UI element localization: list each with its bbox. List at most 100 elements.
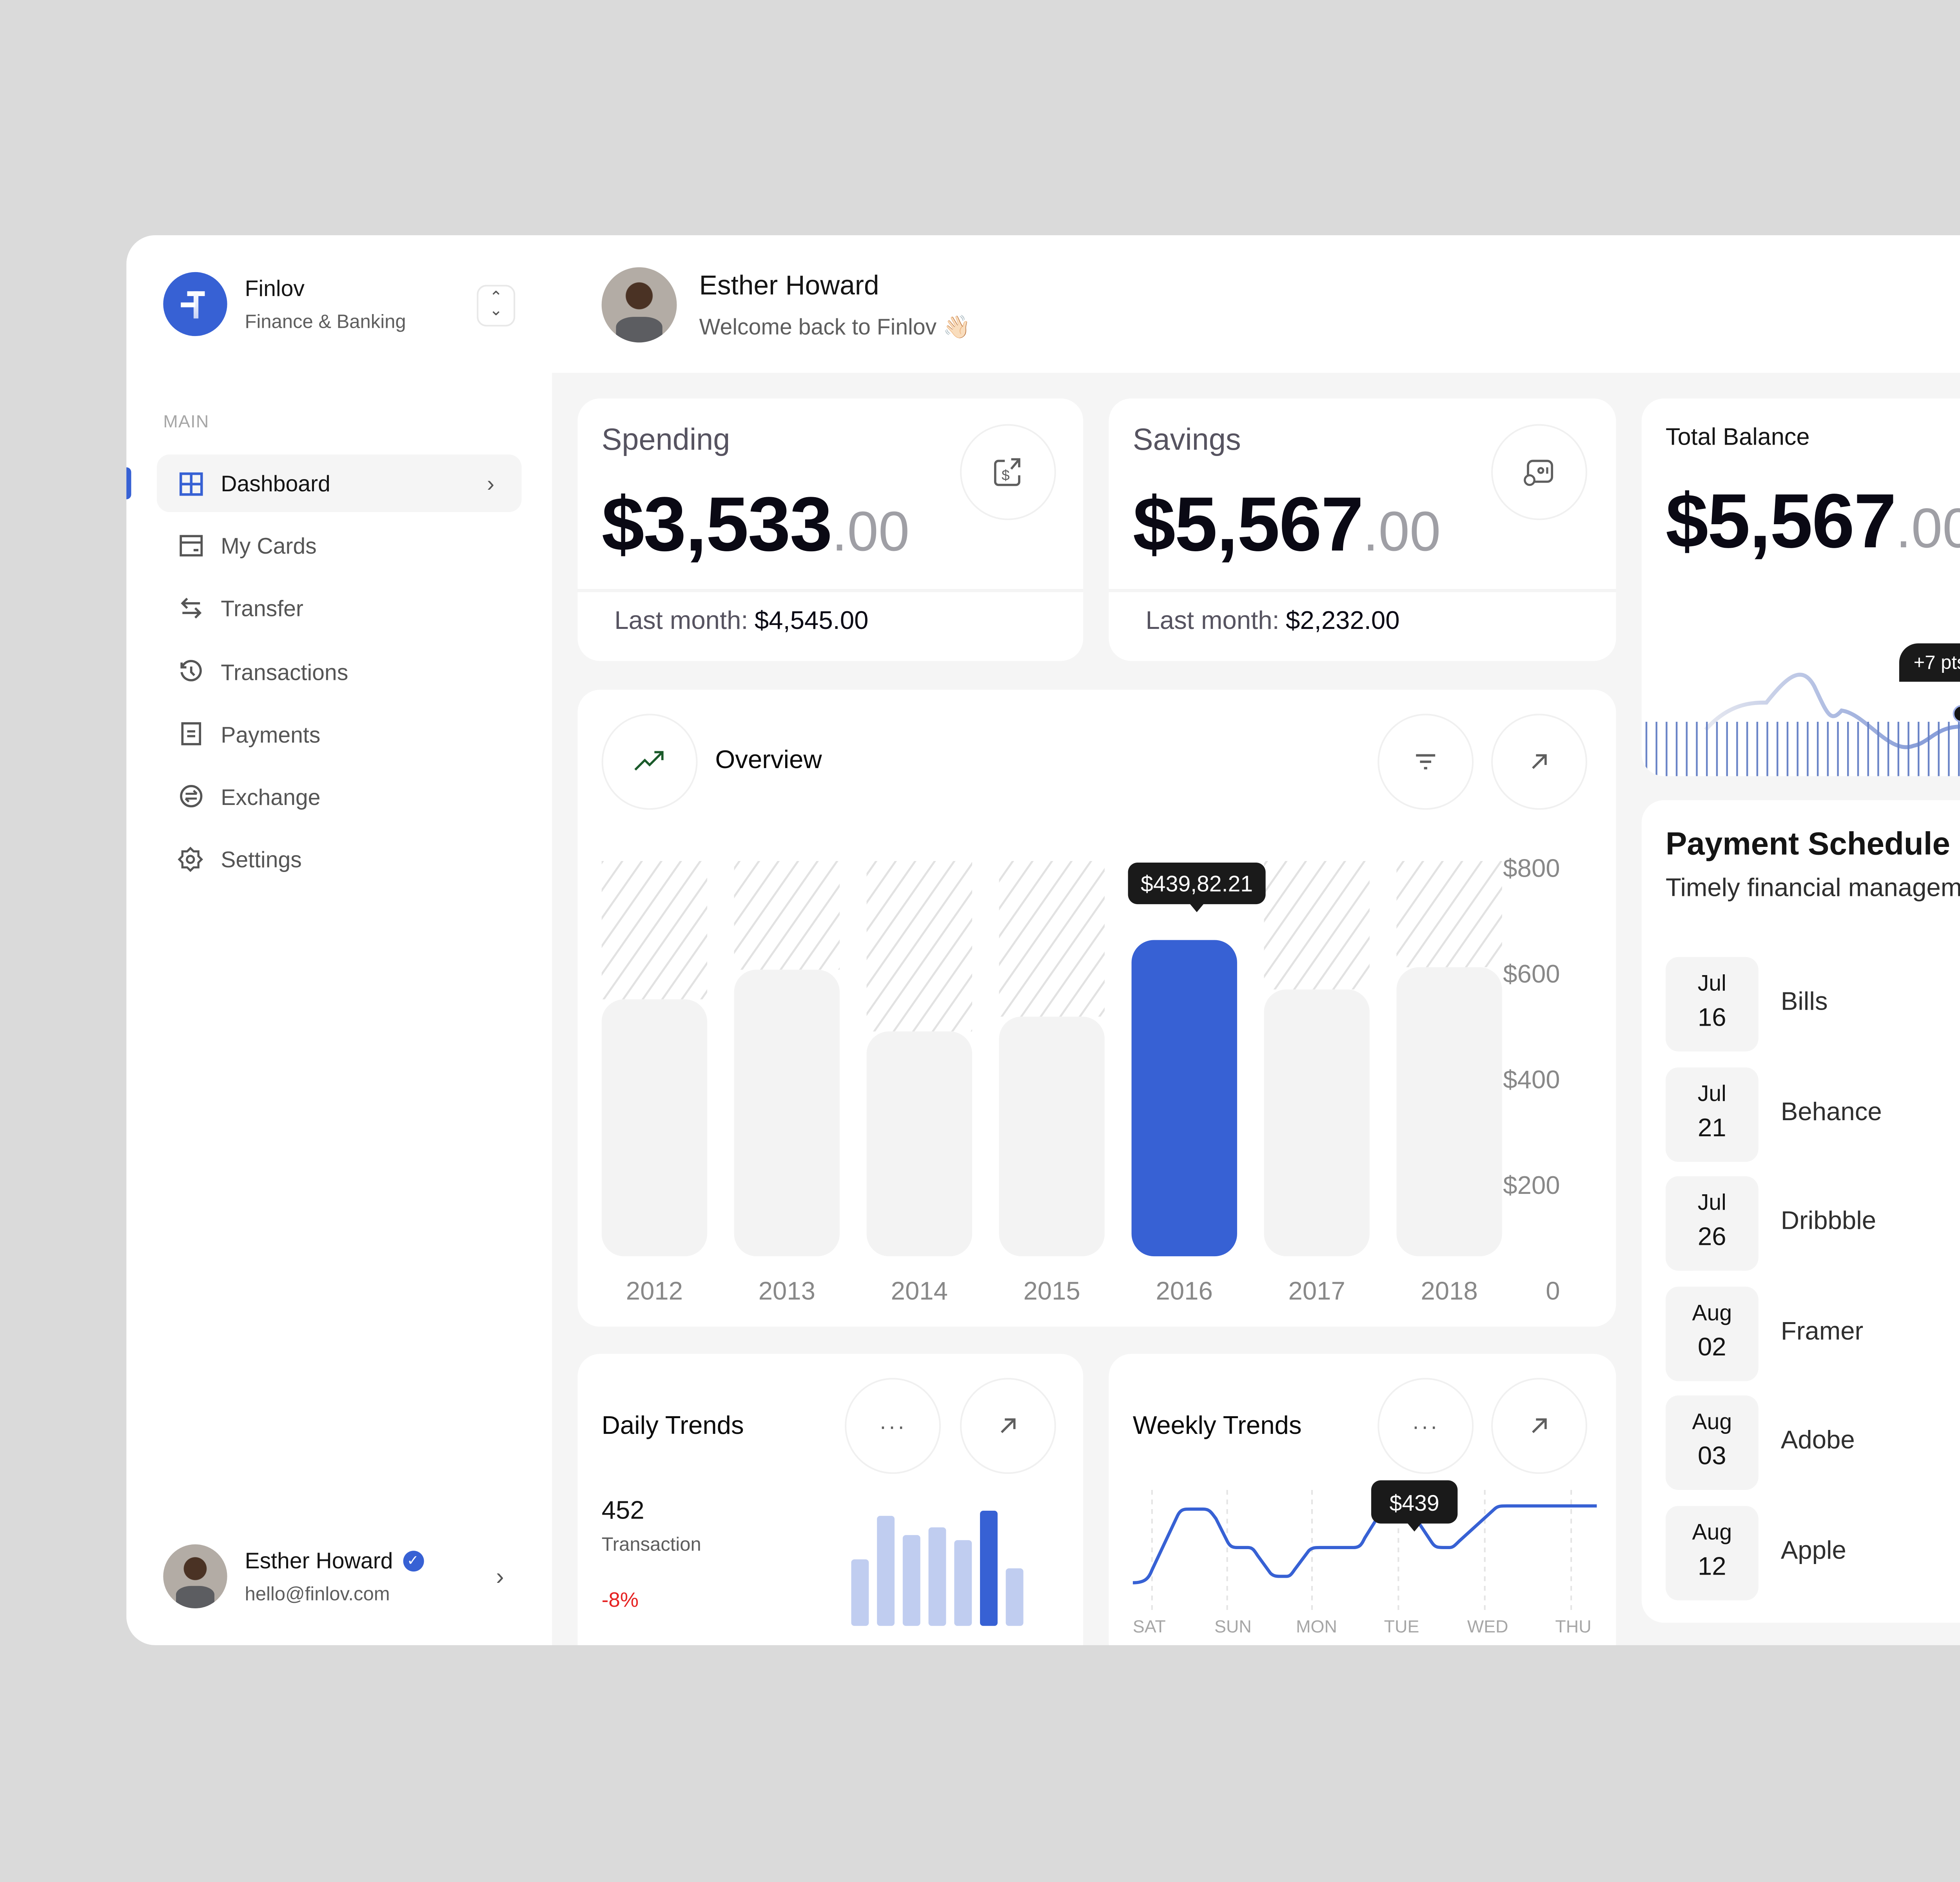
profile-name: Esther Howard (245, 1547, 393, 1573)
spending-action-button[interactable]: $ (960, 424, 1056, 520)
sidebar-item-transfer[interactable]: Transfer (157, 580, 522, 638)
daily-bar[interactable] (851, 1559, 869, 1626)
savings-last-month: Last month: $2,232.00 (1145, 608, 1400, 636)
savings-card: Savings $5,567.00 Last month: $2,232.00 (1109, 398, 1616, 661)
x-tick: 2013 (758, 1279, 815, 1306)
sidebar-item-transactions[interactable]: Transactions (157, 643, 522, 700)
user-greeting: Esther Howard Welcome back to Finlov 👋🏻 (601, 267, 971, 343)
payment-date: Jul 16 (1665, 957, 1759, 1052)
transaction-label: Transaction (601, 1533, 701, 1556)
payment-name: Bills (1780, 989, 1828, 1016)
dashboard-grid-icon (178, 470, 203, 496)
chevron-right-icon: › (487, 470, 495, 496)
payment-schedule-subtitle: Timely financial management (1665, 875, 1960, 903)
daily-expand-button[interactable] (960, 1378, 1056, 1474)
transaction-count: 452 (601, 1498, 644, 1525)
spending-amount: $3,533.00 (601, 483, 910, 568)
history-clock-icon (178, 659, 203, 684)
arrow-up-right-icon (1532, 754, 1547, 769)
divider (577, 589, 1083, 592)
sidebar-item-label: Payments (221, 721, 321, 747)
y-tick: $600 (1503, 962, 1560, 989)
x-tick: 2012 (626, 1279, 683, 1306)
bar-2018[interactable] (1396, 967, 1502, 1257)
workspace-switcher-button[interactable]: ⌃ ⌄ (477, 285, 515, 327)
weekly-tooltip: $439 (1371, 1480, 1458, 1532)
sidebar-item-dashboard[interactable]: Dashboard › (156, 454, 522, 512)
wallet-check-icon (1524, 460, 1553, 486)
payment-date: Aug 02 (1665, 1286, 1759, 1381)
filter-button[interactable] (1377, 714, 1474, 810)
sidebar: Finlov Finance & Banking ⌃ ⌄ MAIN Dashboa… (126, 235, 552, 1645)
bar-2016[interactable] (1131, 940, 1237, 1257)
balance-change-badge: +7 pts↗ (1899, 643, 1960, 682)
daily-trends-card: Daily Trends ··· 452 Transaction -8% (577, 1354, 1083, 1645)
overview-tooltip: $439,82.21 (1128, 862, 1266, 912)
y-tick: $400 (1503, 1067, 1560, 1095)
payment-name: Framer (1780, 1318, 1864, 1346)
daily-bar[interactable] (954, 1540, 972, 1626)
dollar-export-icon: $ (994, 458, 1020, 486)
sidebar-item-settings[interactable]: Settings (157, 831, 522, 888)
payment-name: Dribbble (1780, 1208, 1877, 1236)
profile-email: hello@finlov.com (245, 1582, 390, 1605)
arrow-up-right-icon (1532, 1418, 1547, 1433)
bar-2015[interactable] (999, 1016, 1105, 1257)
sidebar-item-payments[interactable]: Payments (157, 705, 522, 763)
transfer-arrows-icon (178, 596, 203, 621)
daily-more-button[interactable]: ··· (845, 1378, 941, 1474)
payment-name: Adobe (1780, 1428, 1855, 1455)
trend-up-icon (634, 751, 664, 771)
app-window: Finlov Finance & Banking ⌃ ⌄ MAIN Dashboa… (126, 235, 1960, 1645)
daily-bar[interactable] (902, 1535, 920, 1626)
avatar (163, 1544, 227, 1609)
sidebar-item-my-cards[interactable]: My Cards (157, 517, 522, 575)
y-tick: $800 (1503, 856, 1560, 884)
savings-action-button[interactable] (1491, 424, 1587, 520)
daily-trends-title: Daily Trends (601, 1413, 744, 1441)
brand-name: Finlov (245, 275, 305, 301)
sidebar-item-exchange[interactable]: Exchange (157, 768, 522, 826)
profile-card[interactable]: Esther Howard ✓ hello@finlov.com › (163, 1544, 515, 1609)
svg-text:$: $ (1002, 467, 1009, 483)
overview-expand-button[interactable] (1491, 714, 1587, 810)
overview-card: Overview $439,82.21 $800 $600 $400 $200 … (577, 690, 1616, 1327)
divider (1109, 589, 1616, 592)
payment-date: Jul 26 (1665, 1176, 1759, 1271)
overview-trend-button[interactable] (601, 714, 698, 810)
sidebar-item-label: Dashboard (221, 470, 330, 496)
x-tick: THU (1555, 1618, 1592, 1637)
sidebar-nav: Dashboard › My Cards Transfer Transactio… (156, 454, 522, 894)
bar-2014[interactable] (866, 1031, 972, 1257)
daily-bar[interactable] (1005, 1568, 1024, 1626)
spending-last-month: Last month: $4,545.00 (614, 608, 869, 636)
total-balance-label: Total Balance (1665, 424, 1810, 452)
gear-icon (178, 847, 203, 872)
x-tick: SUN (1214, 1618, 1252, 1637)
arrow-up-right-icon (1001, 1418, 1016, 1433)
total-balance-amount: $5,567.00 (1665, 480, 1960, 565)
welcome-message: Welcome back to Finlov 👋🏻 (699, 312, 971, 339)
chevron-down-icon: ⌄ (489, 302, 503, 320)
x-tick: 2018 (1421, 1279, 1478, 1306)
verified-badge-icon: ✓ (402, 1550, 423, 1571)
weekly-more-button[interactable]: ··· (1377, 1378, 1474, 1474)
bar-2012[interactable] (601, 999, 708, 1257)
daily-bar[interactable] (980, 1511, 998, 1626)
more-dots-icon: ··· (879, 1413, 907, 1439)
chevron-right-icon: › (496, 1562, 504, 1590)
daily-bar[interactable] (877, 1516, 895, 1626)
daily-bar[interactable] (928, 1527, 946, 1626)
weekly-expand-button[interactable] (1491, 1378, 1587, 1474)
sidebar-item-label: Exchange (221, 784, 321, 810)
bar-2017[interactable] (1264, 989, 1370, 1257)
y-tick: $200 (1503, 1173, 1560, 1201)
bar-2013[interactable] (734, 970, 840, 1257)
weekly-trends-title: Weekly Trends (1132, 1413, 1302, 1441)
